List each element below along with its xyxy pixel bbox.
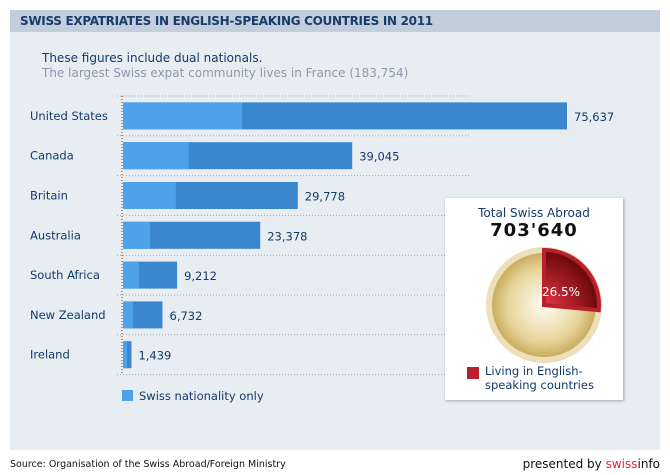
legend-swatch xyxy=(122,390,133,401)
bar-total xyxy=(123,341,132,369)
bar-swiss-only xyxy=(123,102,243,130)
pie-slice-english xyxy=(542,247,601,313)
value-label: 23,378 xyxy=(267,229,307,243)
presented-by: presented by swissinfo xyxy=(523,457,660,471)
bar-swiss-only xyxy=(123,301,133,329)
category-label: United States xyxy=(30,109,108,123)
brand-info: info xyxy=(637,457,660,471)
bar-swiss-only xyxy=(123,341,128,369)
subtitle-france: The largest Swiss expat community lives … xyxy=(42,66,409,80)
chart-title: SWISS EXPATRIATES IN ENGLISH-SPEAKING CO… xyxy=(10,10,660,32)
legend-label: Swiss nationality only xyxy=(139,389,264,403)
legend-swatch-red xyxy=(467,367,479,379)
value-label: 75,637 xyxy=(574,110,614,124)
category-label: Ireland xyxy=(30,348,70,362)
pie-card: Total Swiss Abroad 703'640 26.5% Living … xyxy=(445,198,623,400)
pie-total: 703'640 xyxy=(490,220,578,241)
value-label: 39,045 xyxy=(359,150,399,164)
category-label: Britain xyxy=(30,189,68,203)
category-label: Australia xyxy=(30,228,81,242)
pie-title: Total Swiss Abroad xyxy=(478,206,590,220)
value-label: 9,212 xyxy=(184,269,217,283)
value-label: 6,732 xyxy=(170,309,203,323)
subtitle-note: These figures include dual nationals. xyxy=(42,51,263,65)
presented-by-text: presented by xyxy=(522,457,606,471)
category-label: Canada xyxy=(30,149,74,163)
value-label: 29,778 xyxy=(305,190,345,204)
pie-chart: 26.5% xyxy=(486,247,602,363)
bar-swiss-only xyxy=(123,182,176,209)
pie-legend: Living in English-speaking countries xyxy=(467,364,625,392)
pie-slice-label: 26.5% xyxy=(542,285,580,299)
brand-swiss: swiss xyxy=(605,457,638,471)
bar-swiss-only xyxy=(123,261,139,289)
category-label: New Zealand xyxy=(30,308,106,322)
source-note: Source: Organisation of the Swiss Abroad… xyxy=(10,459,286,470)
category-label: South Africa xyxy=(30,268,100,282)
pie-legend-label: Living in English-speaking countries xyxy=(485,364,594,392)
value-label: 1,439 xyxy=(138,349,171,363)
bar-swiss-only xyxy=(123,221,151,249)
bar-swiss-only xyxy=(123,142,189,170)
